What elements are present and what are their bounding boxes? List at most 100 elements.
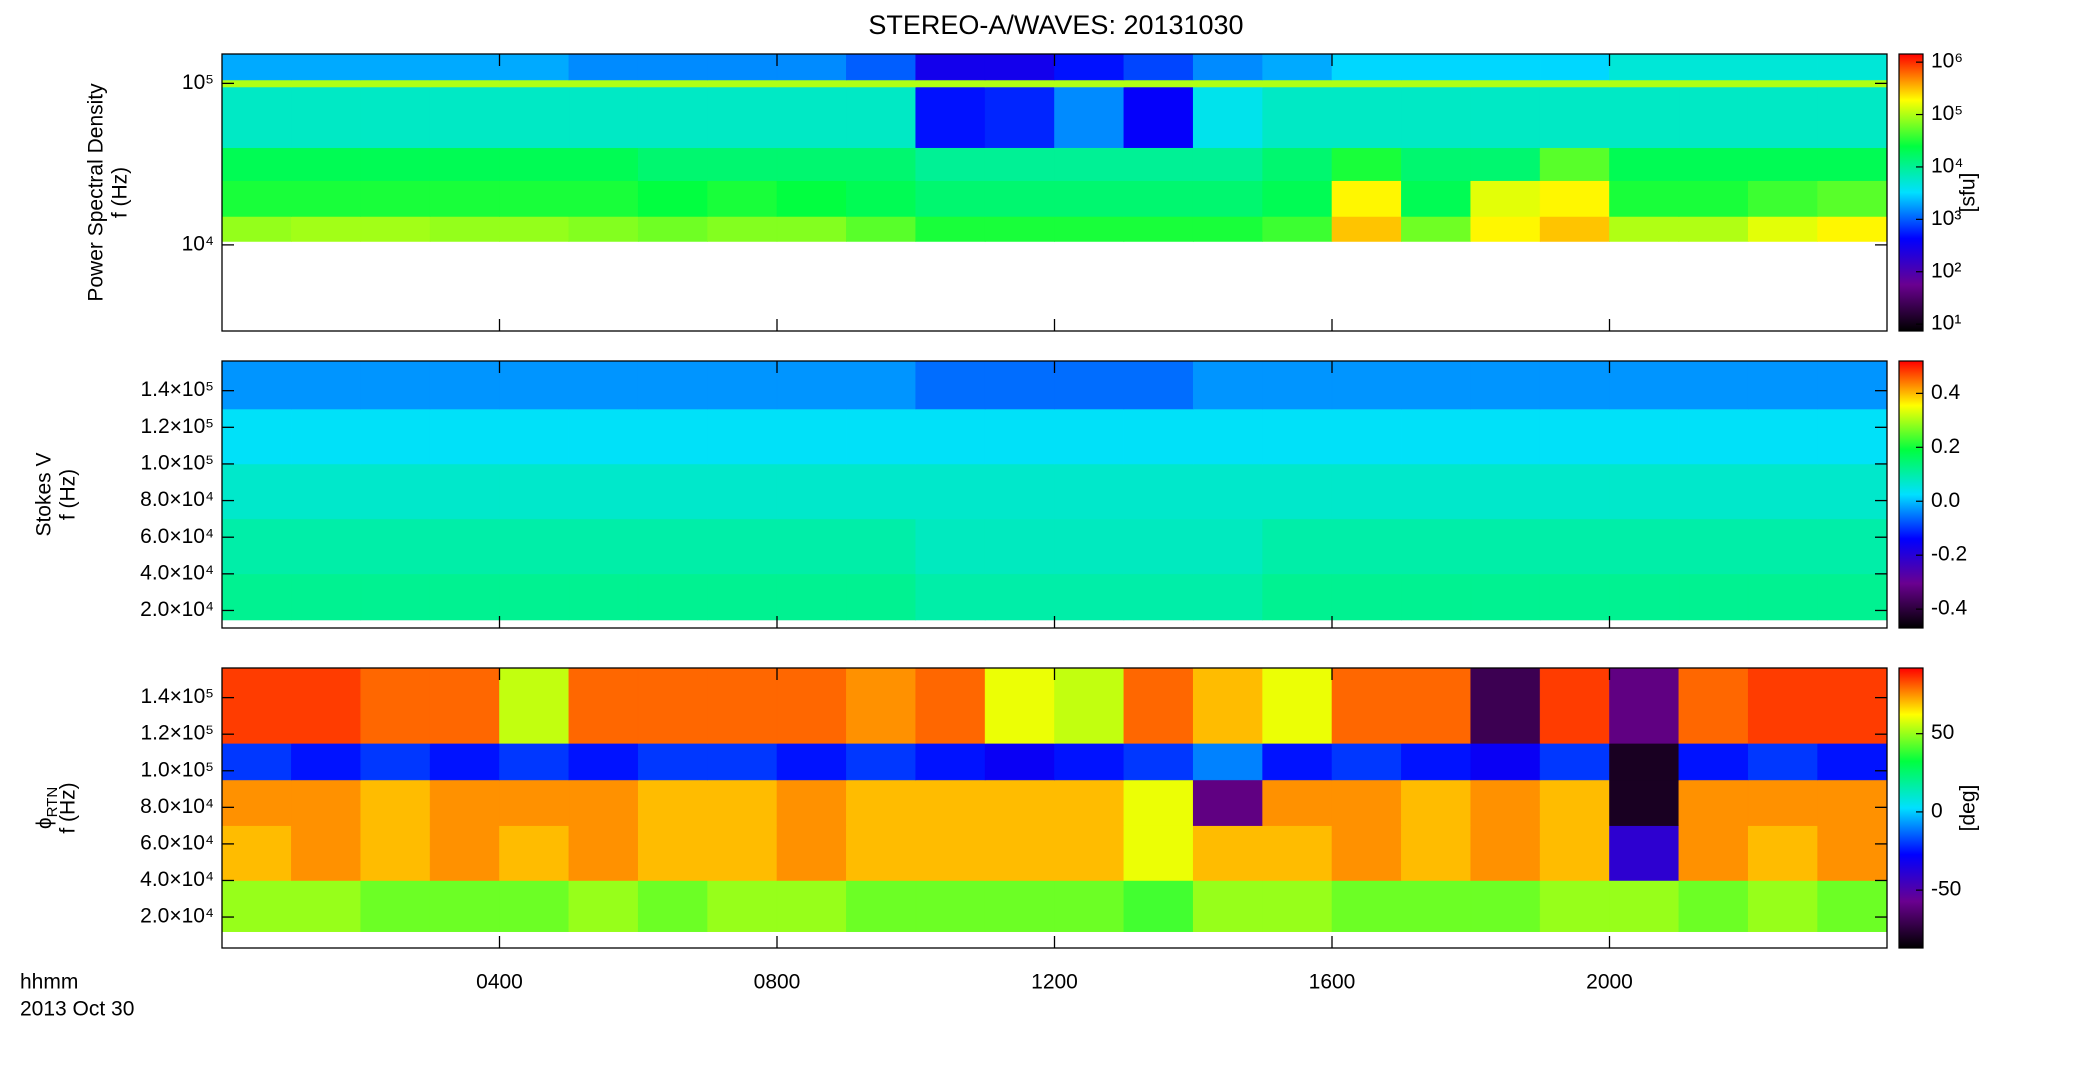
heatmap-cell [568,86,639,148]
heatmap-cell [499,463,570,520]
heatmap-cell [1192,573,1263,621]
y-axis-title: Power Spectral Density [85,83,108,302]
heatmap-cell [360,79,431,88]
heatmap-cell [1470,518,1541,575]
heatmap-cell [1262,86,1333,148]
heatmap-cell [984,825,1055,881]
heatmap-cell [1747,825,1818,881]
heatmap-cell [707,573,778,621]
heatmap-cell [221,463,292,520]
heatmap-cell [291,779,362,826]
heatmap-cell [499,408,570,465]
heatmap-cell [846,573,917,621]
heatmap-cell [291,463,362,520]
heatmap-cell [637,779,708,826]
heatmap-cell [707,216,778,242]
heatmap-cell [707,180,778,217]
heatmap-cell [1192,880,1263,932]
heatmap-cell [1539,743,1610,781]
heatmap-cell [429,180,500,217]
heatmap-cell [1262,216,1333,242]
heatmap-cell [568,147,639,181]
heatmap-cell [637,216,708,242]
heatmap-cell [360,880,431,932]
heatmap-cell [221,518,292,575]
heatmap-cell [1747,743,1818,781]
heatmap-cell [568,743,639,781]
heatmap-cell [1817,743,1888,781]
heatmap-cell [291,360,362,410]
colorbar-label: [sfu] [1957,173,1980,213]
heatmap-cell [1470,408,1541,465]
y-tick-label: 8.0×10⁴ [140,488,214,511]
heatmap-cell [429,79,500,88]
heatmap-cell [984,360,1055,410]
heatmap-cell [1192,463,1263,520]
heatmap-cell [1678,779,1749,826]
heatmap-cell [221,360,292,410]
heatmap-cell [499,825,570,881]
y-tick-label: 10⁴ [182,232,214,255]
heatmap-cell [221,667,292,744]
y-tick-label: 1.4×10⁵ [140,378,214,401]
heatmap-cell [984,667,1055,744]
heatmap-cell [1331,825,1402,881]
heatmap-cell [1054,53,1125,81]
y-axis-title: Stokes V [33,452,56,536]
heatmap-cell [429,86,500,148]
heatmap-cell [1678,147,1749,181]
heatmap-cell [776,573,847,621]
heatmap-cell [984,79,1055,88]
heatmap-cell [846,180,917,217]
heatmap-cell [776,880,847,932]
colorbar-tick-label: 10⁵ [1931,102,1963,125]
heatmap-cell [637,667,708,744]
heatmap-cell [1192,779,1263,826]
heatmap-cell [984,518,1055,575]
heatmap-cell [984,573,1055,621]
heatmap-cell [568,180,639,217]
heatmap-cell [776,79,847,88]
heatmap-cell [707,147,778,181]
heatmap-cell [1470,667,1541,744]
heatmap-cell [429,743,500,781]
heatmap-cell [291,216,362,242]
heatmap-cell [360,573,431,621]
heatmap-cell [707,408,778,465]
heatmap-cell [360,779,431,826]
heatmap-cell [1123,825,1194,881]
heatmap-cell [1678,463,1749,520]
heatmap-cell [1054,216,1125,242]
heatmap-cell [568,518,639,575]
heatmap-cell [1539,518,1610,575]
heatmap-cell [1470,463,1541,520]
heatmap-cell [499,518,570,575]
heatmap-cell [1331,408,1402,465]
heatmap-cell [429,779,500,826]
heatmap-cell [1054,360,1125,410]
heatmap-cell [984,463,1055,520]
heatmap-cell [1331,53,1402,81]
colorbar-tick-label: 10³ [1931,207,1961,230]
heatmap-cell [915,463,986,520]
heatmap-cell [1192,408,1263,465]
colorbar-tick-label: -50 [1931,878,1961,901]
heatmap-cell [1262,825,1333,881]
heatmap-cell [291,53,362,81]
heatmap-cell [1817,360,1888,410]
heatmap-cell [776,779,847,826]
x-tick-label: 0400 [476,971,523,994]
y-tick-label: 6.0×10⁴ [140,831,214,854]
heatmap-cell [707,880,778,932]
heatmap-cell [1817,825,1888,881]
heatmap-cell [637,463,708,520]
heatmap-cell [499,79,570,88]
chart-title: STEREO-A/WAVES: 20131030 [868,10,1243,40]
heatmap-cell [221,53,292,81]
heatmap-cell [291,180,362,217]
heatmap-cell [1054,667,1125,744]
heatmap-cell [1539,360,1610,410]
heatmap-cell [846,518,917,575]
heatmap-cell [429,408,500,465]
